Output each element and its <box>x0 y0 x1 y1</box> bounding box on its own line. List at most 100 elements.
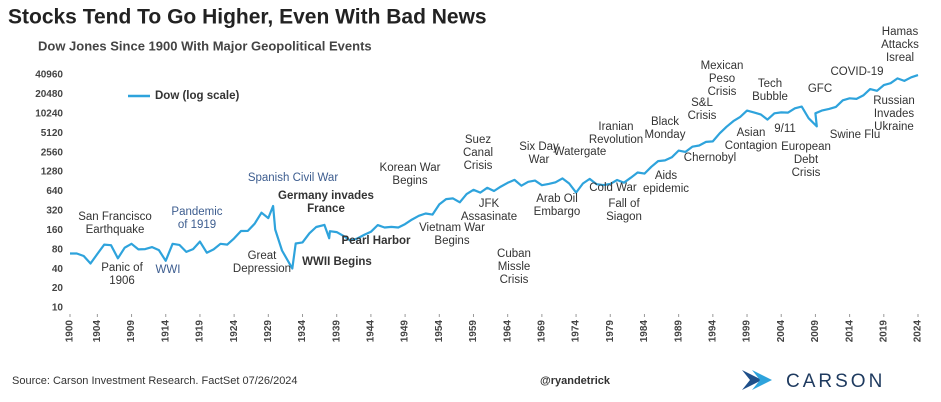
annotation: Korean War <box>380 162 441 174</box>
annotation: Begins <box>392 175 427 187</box>
x-tick-label: 1949 <box>400 320 411 343</box>
annotation: Cuban <box>497 248 531 260</box>
annotation: GFC <box>808 83 832 95</box>
annotation: WWII Begins <box>302 256 372 268</box>
x-tick-label: 2019 <box>878 320 889 343</box>
x-tick-label: 1959 <box>468 320 479 343</box>
x-tick-label: 1914 <box>160 320 171 343</box>
x-tick-label: 1924 <box>229 320 240 343</box>
x-tick-label: 1964 <box>502 320 513 343</box>
annotation: Asian <box>737 127 766 139</box>
annotation: Mexican <box>701 60 744 72</box>
annotation: War <box>529 154 550 166</box>
x-tick-label: 2004 <box>776 320 787 343</box>
annotation: Isreal <box>886 52 914 64</box>
annotation: European <box>781 141 831 153</box>
annotation: Tech <box>758 78 782 90</box>
annotation: Begins <box>434 235 469 247</box>
annotation: Ukraine <box>874 121 914 133</box>
x-tick-label: 1909 <box>126 320 137 343</box>
credit: @ryandetrick <box>540 375 611 387</box>
annotation: Peso <box>709 73 735 85</box>
legend-label: Dow (log scale) <box>155 90 240 102</box>
annotation: Cold War <box>589 182 637 194</box>
annotation: Monday <box>645 129 686 141</box>
x-tick-label: 1939 <box>331 320 342 343</box>
annotation: JFK <box>479 198 500 210</box>
y-tick-label: 40960 <box>35 70 63 81</box>
x-tick-label: 1904 <box>92 320 103 343</box>
annotation: Attacks <box>881 39 919 51</box>
annotation: WWI <box>156 264 181 276</box>
x-tick-label: 1969 <box>537 320 548 343</box>
x-tick-label: 1919 <box>195 320 206 343</box>
annotation: Panic of <box>101 262 143 274</box>
annotation: Depression <box>233 263 291 275</box>
source-note: Source: Carson Investment Research. Fact… <box>12 375 298 387</box>
annotation: Assasinate <box>461 211 517 223</box>
annotation: Black <box>651 116 679 128</box>
annotation: 1906 <box>109 275 135 287</box>
x-tick-label: 2014 <box>844 320 855 343</box>
y-tick-label: 2560 <box>41 147 64 158</box>
annotation: Bubble <box>752 91 788 103</box>
x-tick-label: 1984 <box>639 320 650 343</box>
x-tick-label: 1999 <box>742 320 753 343</box>
annotation: of 1919 <box>178 219 216 231</box>
y-tick-label: 10 <box>52 303 64 314</box>
annotation: Canal <box>463 147 493 159</box>
annotation: Debt <box>794 154 819 166</box>
x-tick-label: 1934 <box>297 320 308 343</box>
dow-line <box>70 74 919 270</box>
annotation: Invades <box>874 108 915 120</box>
annotation: Germany invades <box>278 190 374 202</box>
logo-chevron <box>742 370 762 390</box>
annotation: Swine Flu <box>830 129 881 141</box>
annotation: Pandemic <box>171 206 222 218</box>
x-tick-label: 1944 <box>366 320 377 343</box>
annotation: Chernobyl <box>684 152 736 164</box>
brand-logo: CARSON <box>742 370 885 392</box>
y-tick-label: 5120 <box>41 128 64 139</box>
annotation: Vietnam War <box>419 222 485 234</box>
y-tick-label: 80 <box>52 244 64 255</box>
annotation: Contagion <box>725 140 777 152</box>
x-tick-label: 1989 <box>673 320 684 343</box>
annotation: COVID-19 <box>830 66 883 78</box>
annotation: Spanish Civil War <box>248 172 338 184</box>
x-tick-label: 1979 <box>605 320 616 343</box>
annotation: Six Day <box>519 141 559 153</box>
annotation: Arab Oil <box>536 193 578 205</box>
annotation: epidemic <box>643 183 689 195</box>
x-tick-label: 1900 <box>65 320 76 343</box>
annotation: Fall of <box>608 198 640 210</box>
x-tick-label: 2009 <box>810 320 821 343</box>
annotation: San Francisco <box>78 211 152 223</box>
annotation: France <box>307 203 345 215</box>
y-tick-label: 1280 <box>41 167 64 178</box>
annotation: Crisis <box>464 160 493 172</box>
x-tick-label: 1974 <box>571 320 582 343</box>
annotation: Iranian <box>598 121 633 133</box>
annotation: Crisis <box>792 167 821 179</box>
annotation: Crisis <box>708 86 737 98</box>
annotation: Crisis <box>500 274 529 286</box>
annotation: Crisis <box>688 110 717 122</box>
annotation: Earthquake <box>86 224 145 236</box>
annotation: Aids <box>655 170 678 182</box>
annotation: 9/11 <box>774 123 796 135</box>
x-tick-label: 1994 <box>707 320 718 343</box>
annotation: Siagon <box>606 211 642 223</box>
x-tick-label: 1954 <box>434 320 445 343</box>
y-tick-label: 20480 <box>35 89 63 100</box>
y-tick-label: 10240 <box>35 108 63 119</box>
brand-name: CARSON <box>786 371 885 392</box>
annotation: Revolution <box>589 134 643 146</box>
annotation: Watergate <box>554 146 607 158</box>
annotation: S&L <box>691 97 713 109</box>
y-tick-label: 160 <box>46 225 63 236</box>
chart-title: Stocks Tend To Go Higher, Even With Bad … <box>8 6 487 29</box>
annotation: Russian <box>873 95 915 107</box>
annotation: Missle <box>498 261 531 273</box>
